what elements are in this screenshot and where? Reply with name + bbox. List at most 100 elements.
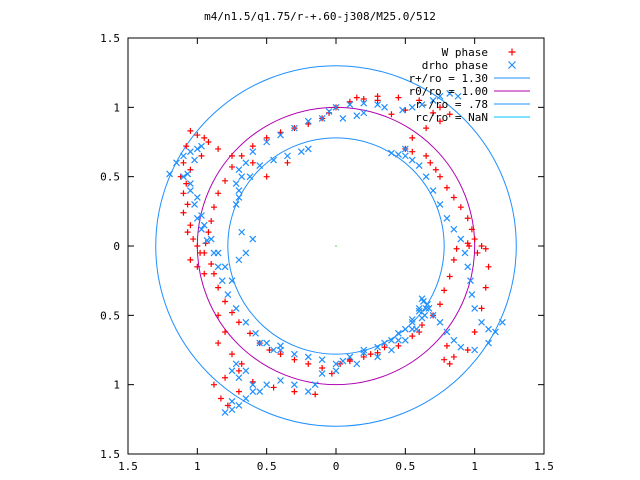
w-phase-point-98	[443, 342, 450, 349]
drho-phase-point-26	[346, 353, 354, 361]
w-phase-point-120	[249, 159, 256, 166]
drho-phase-point-100	[332, 103, 340, 111]
w-phase-point-124	[180, 159, 187, 166]
w-phase-point-93	[312, 391, 319, 398]
drho-phase-point-55	[235, 374, 243, 382]
drho-phase-point-107	[249, 148, 257, 156]
drho-phase-point-53	[235, 402, 243, 409]
drho-phase-point-7	[184, 170, 192, 178]
w-phase-point-104	[478, 305, 485, 312]
w-phase-point-11	[208, 261, 215, 268]
w-phase-point-82	[229, 351, 235, 358]
w-phase-point-43	[450, 194, 457, 201]
y-tick-label-6: 1.5	[100, 448, 120, 461]
w-phase-point-37	[453, 245, 460, 252]
drho-phase-point-150	[394, 336, 402, 344]
drho-phase-point-87	[436, 200, 444, 208]
drho-phase-point-58	[242, 367, 250, 375]
w-phase-point-108	[466, 243, 473, 249]
drho-phase-point-91	[408, 156, 416, 164]
w-phase-point-28	[374, 349, 381, 356]
legend-label-2: r+/ro = 1.30	[409, 72, 488, 85]
drho-phase-point-56	[228, 367, 236, 375]
drho-phase-point-46	[277, 377, 284, 384]
drho-phase-point-114	[242, 249, 250, 257]
drho-phase-point-120	[304, 145, 312, 153]
drho-phase-point-73	[471, 346, 479, 354]
drho-phase-point-54	[249, 388, 257, 396]
drho-phase-point-117	[256, 162, 264, 169]
drho-phase-point-116	[246, 173, 254, 181]
drho-phase-point-144	[256, 339, 264, 347]
w-phase-point-109	[478, 243, 485, 249]
drho-phase-point-20	[263, 339, 271, 347]
w-phase-point-128	[184, 229, 191, 236]
w-phase-point-31	[418, 322, 425, 329]
drho-phase-point-1	[173, 159, 180, 167]
drho-phase-point-74	[485, 339, 492, 347]
drho-phase-point-25	[332, 360, 340, 368]
drho-phase-point-27	[360, 349, 368, 357]
w-phase-point-34	[441, 287, 448, 294]
drho-phase-point-12	[203, 237, 211, 244]
w-phase-point-15	[229, 309, 235, 316]
legend-entry-4: r-/ro = .78	[415, 98, 530, 111]
w-phase-point-36	[450, 256, 457, 263]
drho-phase-point-126	[408, 103, 416, 111]
drho-phase-point-31	[408, 316, 416, 323]
drho-phase-point-123	[232, 180, 240, 188]
w-phase-point-69	[222, 177, 229, 184]
drho-phase-point-3	[186, 148, 194, 156]
drho-phase-point-92	[401, 152, 409, 160]
w-phase-point-39	[471, 236, 478, 243]
drho-phase-point-62	[381, 339, 388, 347]
legend-entry-0: W phase	[442, 46, 516, 59]
drho-phase-point-68	[429, 311, 437, 319]
legend-label-5: rc/ro = NaN	[415, 111, 488, 124]
drho-phase-point-130	[446, 90, 454, 97]
drho-phase-point-128	[429, 96, 437, 104]
w-phase-point-46	[432, 166, 439, 173]
drho-phase-point-86	[443, 214, 451, 222]
series-1	[166, 90, 506, 416]
drho-phase-point-101	[325, 108, 333, 115]
drho-phase-point-112	[238, 228, 246, 236]
drho-phase-point-95	[401, 145, 409, 153]
x-tick-label-3: 0	[333, 460, 340, 473]
w-phase-point-118	[284, 159, 291, 166]
drho-phase-point-43	[311, 381, 319, 389]
w-phase-point-110	[474, 249, 481, 256]
drho-phase-point-41	[332, 367, 340, 375]
w-phase-point-13	[215, 284, 222, 291]
w-phase-point-79	[215, 312, 222, 319]
drho-phase-point-16	[224, 291, 232, 298]
drho-phase-point-138	[198, 212, 205, 219]
w-phase-point-81	[215, 340, 222, 347]
w-phase-point-122	[215, 145, 222, 152]
w-phase-point-65	[263, 134, 270, 141]
drho-phase-point-9	[191, 200, 198, 208]
x-tick-label-2: 0.5	[257, 460, 277, 473]
drho-phase-point-34	[424, 300, 431, 308]
w-phase-point-114	[374, 97, 381, 104]
w-phase-point-123	[183, 143, 190, 150]
w-phase-point-83	[238, 360, 245, 367]
w-phase-point-4	[198, 152, 205, 159]
drho-phase-point-75	[492, 328, 499, 336]
w-phase-point-52	[423, 125, 430, 132]
w-phase-point-42	[457, 204, 464, 211]
drho-phase-point-44	[304, 388, 312, 396]
drho-phase-point-96	[381, 103, 388, 111]
drho-phase-point-66	[419, 298, 427, 305]
w-phase-point-121	[229, 152, 235, 159]
drho-phase-point-2	[180, 152, 187, 160]
drho-phase-point-113	[249, 235, 257, 243]
w-phase-point-1	[194, 132, 201, 139]
drho-phase-point-111	[232, 200, 240, 208]
drho-phase-point-124	[235, 194, 243, 201]
drho-phase-point-48	[256, 388, 264, 396]
drho-phase-point-136	[186, 180, 194, 188]
w-phase-point-29	[395, 342, 402, 349]
drho-phase-point-49	[242, 395, 250, 402]
